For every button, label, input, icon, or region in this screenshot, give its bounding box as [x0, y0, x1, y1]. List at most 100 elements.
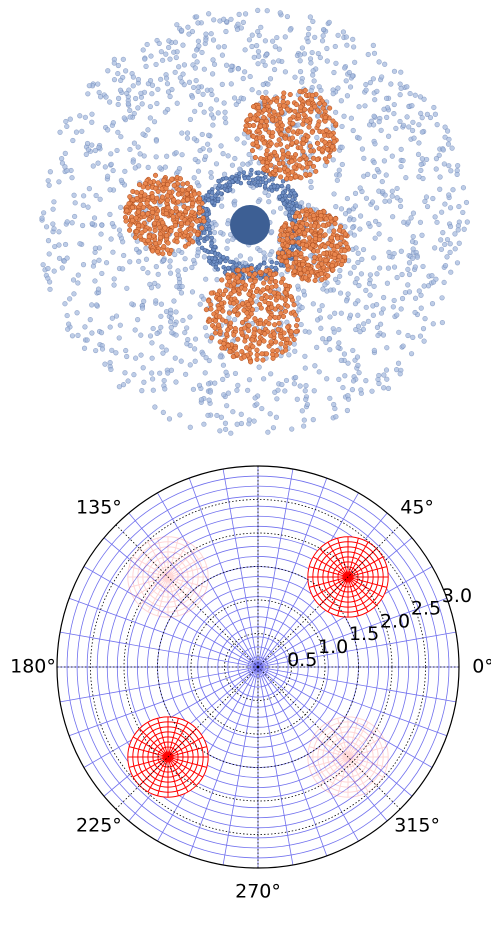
- point: [221, 392, 226, 397]
- point: [110, 221, 115, 226]
- point: [298, 69, 303, 74]
- point: [277, 161, 282, 166]
- page: 0.51.01.52.02.53.00°45°90°135°180°225°27…: [0, 0, 491, 945]
- point: [224, 29, 229, 34]
- point: [377, 232, 382, 237]
- point: [258, 156, 263, 161]
- point: [194, 78, 199, 83]
- point: [318, 229, 323, 234]
- point: [280, 123, 285, 128]
- point: [252, 419, 257, 424]
- point: [339, 358, 344, 363]
- point: [258, 25, 263, 30]
- point: [371, 256, 376, 261]
- point: [178, 228, 183, 233]
- point: [256, 128, 261, 133]
- point: [290, 159, 295, 164]
- point: [284, 378, 289, 383]
- point: [423, 199, 428, 204]
- point: [405, 115, 410, 120]
- point: [163, 226, 168, 231]
- point: [420, 115, 425, 120]
- point: [148, 116, 153, 121]
- point: [336, 377, 341, 382]
- point: [190, 210, 195, 215]
- point: [343, 373, 348, 378]
- point: [246, 135, 251, 140]
- point: [161, 351, 166, 356]
- point: [320, 148, 325, 153]
- point: [389, 82, 394, 87]
- point: [156, 181, 161, 186]
- point: [348, 271, 353, 276]
- point: [97, 145, 102, 150]
- point: [146, 165, 151, 170]
- point: [219, 301, 224, 306]
- point: [392, 298, 397, 303]
- point: [327, 336, 332, 341]
- point: [201, 92, 206, 97]
- point: [236, 383, 241, 388]
- point: [324, 340, 329, 345]
- point: [216, 111, 221, 116]
- point: [128, 147, 133, 152]
- point: [264, 269, 269, 274]
- point: [337, 228, 342, 233]
- point: [345, 93, 350, 98]
- point: [98, 94, 103, 99]
- point: [193, 157, 198, 162]
- point: [302, 52, 307, 57]
- point: [309, 61, 314, 66]
- point: [129, 302, 134, 307]
- point: [151, 326, 156, 331]
- point: [298, 146, 303, 151]
- point: [366, 221, 371, 226]
- point: [293, 313, 298, 318]
- point: [168, 264, 173, 269]
- point: [121, 382, 126, 387]
- point: [382, 373, 387, 378]
- point: [270, 260, 274, 264]
- point: [70, 334, 75, 339]
- point: [279, 272, 284, 277]
- point: [182, 204, 187, 209]
- point: [175, 284, 180, 289]
- point: [210, 72, 215, 77]
- point: [310, 93, 315, 98]
- point: [368, 293, 373, 298]
- point: [283, 348, 288, 353]
- point: [361, 247, 366, 252]
- point: [308, 161, 313, 166]
- point: [136, 223, 141, 228]
- point: [257, 90, 262, 95]
- point: [202, 231, 206, 235]
- point: [104, 260, 109, 265]
- point: [171, 214, 176, 219]
- point: [315, 135, 320, 140]
- point: [387, 250, 392, 255]
- point: [350, 74, 355, 79]
- point: [71, 278, 76, 283]
- point: [456, 228, 461, 233]
- point: [254, 289, 259, 294]
- point: [165, 193, 170, 198]
- point: [323, 244, 328, 249]
- polar-chart: 0.51.01.52.02.53.00°45°90°135°180°225°27…: [0, 450, 491, 945]
- point: [52, 269, 57, 274]
- point: [138, 333, 143, 338]
- point: [299, 80, 304, 85]
- point: [264, 276, 269, 281]
- point: [90, 112, 95, 117]
- point: [272, 109, 277, 114]
- point: [70, 175, 75, 180]
- point: [100, 347, 105, 352]
- point: [262, 261, 266, 265]
- point: [312, 224, 317, 229]
- point: [223, 427, 228, 432]
- point: [407, 260, 412, 265]
- point: [285, 168, 290, 173]
- point: [392, 102, 397, 107]
- point: [116, 130, 121, 135]
- point: [183, 230, 188, 235]
- point: [356, 260, 361, 265]
